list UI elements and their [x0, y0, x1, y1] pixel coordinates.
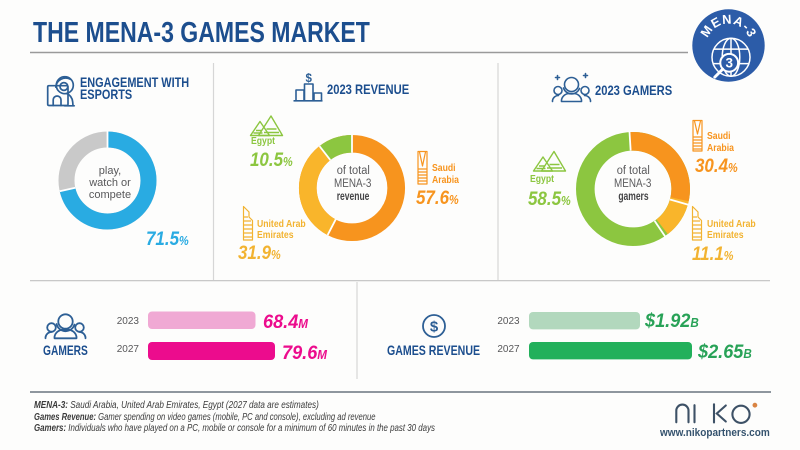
svg-text:$: $: [305, 73, 312, 85]
svg-text:$: $: [430, 319, 439, 336]
svg-text:3: 3: [725, 56, 733, 71]
